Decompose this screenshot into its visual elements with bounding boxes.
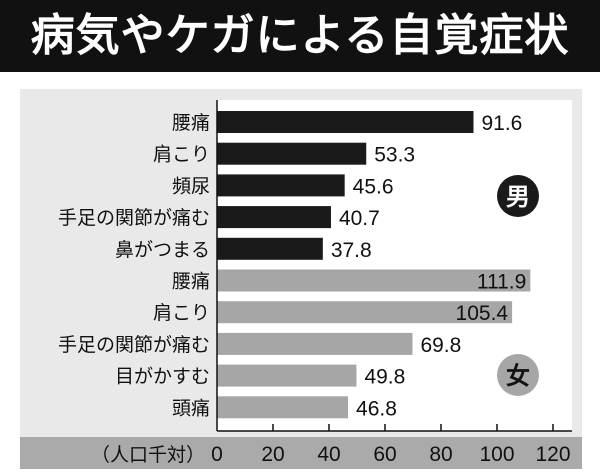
group-label: 女 xyxy=(506,362,530,390)
value-label: 40.7 xyxy=(339,207,380,230)
value-label: 111.9 xyxy=(477,271,526,294)
group-label: 男 xyxy=(506,183,530,211)
bar xyxy=(217,206,331,229)
category-label: 目がかすむ xyxy=(115,366,210,388)
value-label: 49.8 xyxy=(364,366,405,389)
value-label: 46.8 xyxy=(356,397,397,420)
category-label: 頭痛 xyxy=(172,397,210,419)
category-label: 肩こり xyxy=(153,144,210,166)
x-tick-label: 40 xyxy=(317,443,340,466)
category-label: 腰痛 xyxy=(172,271,210,293)
value-label: 91.6 xyxy=(481,112,522,135)
axis-strip xyxy=(20,437,582,469)
bar xyxy=(217,142,367,165)
x-tick-label: 20 xyxy=(261,443,284,466)
value-label: 45.6 xyxy=(353,175,394,198)
value-label: 69.8 xyxy=(420,334,461,357)
x-tick-label: 100 xyxy=(479,443,514,466)
value-label: 53.3 xyxy=(374,144,415,167)
bar xyxy=(217,364,357,387)
x-tick-label: 80 xyxy=(429,443,452,466)
x-tick-label: 120 xyxy=(535,443,570,466)
category-label: 鼻がつまる xyxy=(115,239,210,261)
bar xyxy=(217,269,531,292)
x-tick-label: 60 xyxy=(373,443,396,466)
bar xyxy=(217,396,349,419)
bar xyxy=(217,237,323,260)
value-label: 105.4 xyxy=(456,302,509,325)
bar xyxy=(217,301,513,324)
category-label: 頻尿 xyxy=(172,175,210,197)
category-label: 手足の関節が痛む xyxy=(58,334,210,356)
category-label: 肩こり xyxy=(153,302,210,324)
x-tick-label: 0 xyxy=(211,443,223,466)
chart-title: 病気やケガによる自覚症状 xyxy=(0,0,600,72)
bar xyxy=(217,111,474,133)
category-label: 手足の関節が痛む xyxy=(58,207,210,229)
group-badge xyxy=(497,354,539,396)
value-label: 37.8 xyxy=(331,239,372,262)
bar xyxy=(217,174,345,197)
category-label: 腰痛 xyxy=(172,112,210,134)
group-badge xyxy=(497,175,539,217)
x-axis-unit-label: （人口千対） xyxy=(91,444,205,466)
bar xyxy=(217,332,413,355)
